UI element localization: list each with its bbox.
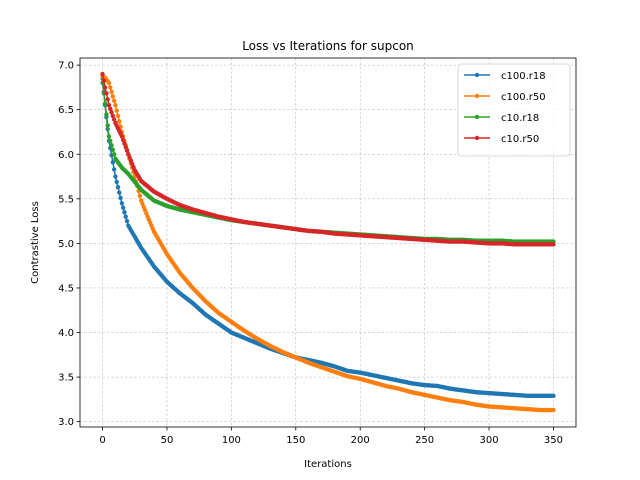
data-point	[120, 205, 126, 210]
data-point	[123, 144, 128, 150]
y-axis-label: Contrastive Loss	[30, 201, 41, 284]
legend-label: c10.r18	[501, 113, 539, 124]
data-point	[551, 242, 556, 247]
data-point	[102, 85, 108, 90]
data-point	[114, 179, 119, 185]
data-point	[105, 97, 110, 102]
data-point	[111, 167, 117, 172]
data-point	[110, 94, 116, 99]
data-point	[108, 138, 113, 144]
data-point	[105, 123, 110, 128]
data-point	[109, 110, 114, 115]
data-point	[106, 80, 112, 86]
legend-label: c10.r50	[501, 134, 539, 145]
data-point	[110, 113, 116, 119]
data-point	[110, 147, 116, 152]
data-point	[117, 190, 122, 195]
y-tick-label: 3.0	[58, 417, 74, 428]
axis-ticks: 0 50 100 150 200 250 300 350 3.0 3.5 4.0 4.5 5.0 5.5 6…	[58, 61, 563, 446]
legend-box	[457, 63, 571, 157]
data-point	[119, 134, 125, 139]
plot-area-frame	[79, 57, 577, 428]
data-point	[109, 89, 114, 95]
data-point	[106, 103, 112, 108]
series-c100.r50	[100, 74, 556, 413]
data-point	[111, 117, 117, 122]
data-point	[111, 98, 117, 103]
data-point	[551, 407, 556, 413]
legend-label: c100.r50	[501, 92, 546, 103]
x-tick-label: 150	[286, 435, 305, 446]
x-tick-label: 350	[544, 435, 563, 446]
legend-marker	[474, 114, 480, 120]
data-point	[113, 103, 118, 108]
legend-label: c100.r18	[501, 71, 546, 82]
x-axis-label: Iterations	[304, 459, 352, 470]
data-point	[104, 91, 109, 96]
data-point	[115, 185, 121, 190]
data-point	[119, 201, 125, 206]
y-tick-label: 6.5	[58, 105, 74, 116]
x-tick-label: 200	[351, 435, 370, 446]
data-point	[122, 210, 127, 215]
data-point	[137, 193, 143, 198]
y-tick-label: 5.0	[58, 239, 74, 250]
data-point	[124, 218, 130, 224]
legend: c100.r18 c100.r50 c10.r18 c10.r50	[457, 63, 571, 157]
series-layer	[100, 71, 556, 413]
data-point	[115, 113, 121, 119]
data-point	[118, 195, 123, 201]
legend-marker	[474, 135, 480, 141]
x-tick-label: 0	[99, 435, 105, 446]
data-point	[111, 152, 117, 157]
data-point	[110, 160, 116, 165]
x-tick-label: 50	[161, 435, 174, 446]
data-point	[120, 137, 126, 143]
data-point	[102, 101, 108, 106]
data-point	[551, 393, 556, 398]
data-point	[124, 148, 130, 153]
data-point	[108, 85, 113, 90]
y-tick-label: 4.5	[58, 283, 74, 294]
data-point	[117, 119, 122, 124]
legend-marker	[474, 93, 480, 99]
y-tick-label: 3.5	[58, 373, 74, 384]
data-point	[109, 143, 114, 148]
data-point	[113, 174, 118, 179]
x-tick-label: 250	[415, 435, 434, 446]
y-tick-label: 6.0	[58, 150, 74, 161]
data-point	[100, 71, 105, 77]
data-point	[101, 78, 107, 83]
legend-marker	[474, 72, 480, 78]
data-point	[114, 108, 119, 113]
data-point	[106, 134, 112, 139]
data-point	[123, 214, 128, 219]
y-tick-label: 5.5	[58, 194, 74, 205]
data-point	[104, 112, 109, 117]
series-c10.r50	[100, 71, 556, 247]
y-tick-label: 7.0	[58, 61, 74, 72]
x-tick-label: 100	[222, 435, 241, 446]
chart-title: Loss vs Iterations for supcon	[242, 39, 414, 53]
data-point	[108, 106, 113, 112]
y-tick-label: 4.0	[58, 328, 74, 339]
x-tick-label: 300	[479, 435, 498, 446]
data-point	[122, 141, 127, 146]
